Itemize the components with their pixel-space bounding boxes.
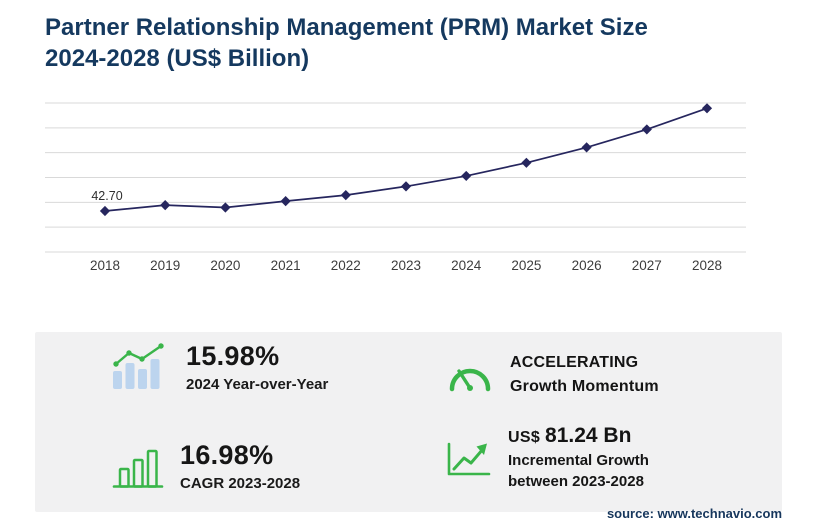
- chart-marker-diamond: [461, 170, 472, 181]
- stat-value-cagr: 16.98%: [180, 440, 274, 470]
- chart-marker-diamond: [280, 196, 291, 207]
- chart-marker-diamond: [641, 124, 652, 135]
- stat-value-yoy: 15.98%: [186, 341, 280, 371]
- bar-chart-icon: [112, 443, 164, 489]
- x-axis-label: 2023: [391, 258, 421, 273]
- stat-yoy-growth: 15.98% 2024 Year-over-Year: [112, 341, 328, 393]
- point-data-label: 42.70: [91, 189, 122, 203]
- chart-marker-diamond: [400, 181, 412, 192]
- x-axis-label: 2027: [632, 258, 662, 273]
- x-axis-label: 2025: [511, 258, 541, 273]
- stat-incremental-growth: US$ 81.24 Bn Incremental Growth between 2…: [446, 424, 649, 492]
- x-axis-label: 2020: [210, 258, 240, 273]
- chart-svg: 2018 2019 2020 2021 2022 2023 2024 2025 2026 2027…: [45, 102, 746, 273]
- stat-value-incremental: 81.24 Bn: [545, 424, 632, 447]
- chart-marker-diamond: [99, 205, 111, 217]
- stat-label-incremental-2: between 2023-2028: [508, 473, 644, 490]
- chart-marker-diamond: [160, 200, 171, 211]
- stat-value-momentum: ACCELERATING: [510, 354, 639, 371]
- stat-growth-momentum: ACCELERATING Growth Momentum: [446, 351, 659, 399]
- stat-label-incremental-1: Incremental Growth: [508, 452, 649, 469]
- source-attribution-link[interactable]: source: www.technavio.com: [606, 506, 782, 521]
- page-title-line1: Partner Relationship Management (PRM) Ma…: [45, 14, 648, 41]
- stat-label-momentum: Growth Momentum: [510, 378, 659, 395]
- bar-line-growth-icon: [112, 343, 170, 391]
- chart-marker-diamond: [521, 157, 532, 168]
- market-size-line-chart: 2018 2019 2020 2021 2022 2023 2024 2025 2026 2027…: [40, 90, 756, 286]
- x-axis-label: 2018: [90, 258, 120, 273]
- stat-label-yoy: 2024 Year-over-Year: [186, 376, 329, 393]
- x-axis-label: 2021: [271, 258, 301, 273]
- chart-marker-diamond: [701, 103, 713, 114]
- x-axis-label: 2022: [331, 258, 361, 273]
- chart-marker-diamond: [581, 142, 592, 153]
- stat-cagr: 16.98% CAGR 2023-2028: [112, 440, 300, 492]
- x-axis-label: 2019: [150, 258, 180, 273]
- page-title-line2: 2024-2028 (US$ Billion): [45, 45, 310, 72]
- stat-value-prefix-incremental: US$: [508, 429, 541, 446]
- page-title: Partner Relationship Management (PRM) Ma…: [45, 12, 769, 74]
- chart-marker-diamond: [220, 202, 231, 213]
- chart-line: [104, 107, 708, 212]
- chart-marker-diamond: [340, 190, 351, 201]
- x-axis-label: 2028: [692, 258, 722, 273]
- x-axis-label: 2026: [572, 258, 602, 273]
- speedometer-icon: [446, 355, 494, 395]
- x-axis-label: 2024: [451, 258, 482, 273]
- stat-label-cagr: CAGR 2023-2028: [180, 475, 301, 492]
- trend-arrow-icon: [446, 438, 492, 478]
